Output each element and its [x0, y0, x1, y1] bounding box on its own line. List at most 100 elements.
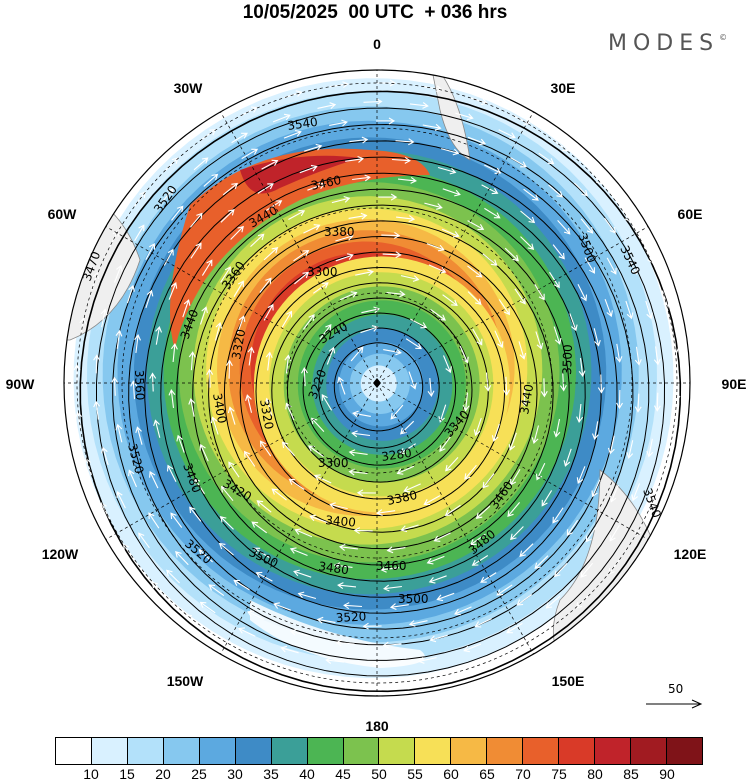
contour-label: 3440	[517, 383, 536, 416]
lon-label-60w: 60W	[48, 206, 78, 222]
wind-vector	[634, 393, 642, 413]
lat-lon-grid	[64, 70, 690, 696]
wind-vector	[510, 469, 521, 486]
wind-vector	[250, 233, 265, 248]
wind-vector	[188, 351, 196, 371]
colorbar-labels: 10 15 20 25 30 35 40 45 50 55 60 65 70 75 80 85 90	[55, 766, 703, 782]
contour-label: 3540	[286, 115, 318, 133]
wind-vector	[577, 283, 588, 302]
wind-vector	[194, 477, 205, 495]
wind-vector	[498, 129, 516, 139]
contour-label: 3300	[307, 265, 338, 279]
wind-vector	[220, 485, 234, 502]
wind-vector	[238, 627, 256, 637]
contour-label: 3480	[318, 559, 350, 577]
wind-vector	[540, 378, 548, 398]
wind-vector	[464, 464, 477, 480]
wind-vector	[553, 418, 561, 438]
wind-vector	[444, 504, 461, 517]
colorbar-swatch	[631, 738, 667, 764]
wind-vector	[220, 209, 235, 223]
wind-vectors	[73, 79, 681, 687]
wind-vector	[335, 233, 354, 242]
wind-vector	[607, 435, 615, 455]
wind-vector	[176, 434, 185, 453]
wind-vector	[335, 639, 355, 647]
wind-vector	[100, 308, 108, 328]
wind-vector	[245, 394, 253, 413]
wind-vector	[273, 602, 292, 611]
wind-vector	[149, 372, 157, 392]
wind-vector	[128, 469, 138, 488]
wind-vector	[272, 113, 291, 123]
wind-vector	[383, 348, 402, 356]
modes-logo: MODES©	[608, 31, 727, 56]
lon-label-0: 0	[373, 36, 381, 52]
wind-vector	[615, 343, 623, 363]
colorbar-tick-label: 75	[551, 766, 567, 782]
colorbar-tick-label: 35	[263, 766, 279, 782]
wind-vector	[616, 389, 623, 410]
wind-vector	[153, 419, 161, 438]
reference-vector-label: 50	[668, 682, 684, 696]
wind-vector	[155, 325, 163, 345]
wind-vector	[503, 376, 510, 396]
wind-vector	[484, 207, 501, 219]
wind-vector	[230, 225, 244, 240]
wind-vector	[307, 182, 326, 191]
wind-vector	[111, 376, 119, 396]
map-boundary	[63, 69, 691, 697]
wind-vector	[237, 315, 246, 334]
lon-label-30e: 30E	[551, 80, 576, 96]
colorbar-tick-label: 50	[371, 766, 387, 782]
wind-vector	[391, 156, 411, 164]
wind-vector	[508, 432, 517, 451]
wind-vector	[313, 474, 332, 484]
wind-vector	[168, 389, 176, 408]
colorbar-tick-label: 70	[515, 766, 531, 782]
wind-vector	[625, 300, 634, 320]
wind-vector	[371, 660, 391, 668]
wind-vector	[352, 410, 371, 418]
wind-vector	[386, 546, 406, 554]
wind-vector	[671, 336, 679, 355]
wind-vector	[331, 195, 351, 204]
wind-vector	[512, 115, 531, 125]
wind-vector	[251, 521, 268, 534]
wind-vector	[294, 528, 313, 538]
wind-vector	[135, 426, 143, 445]
meridian-line	[376, 111, 534, 384]
wind-vector	[218, 542, 234, 556]
contour-label: 3400	[210, 392, 229, 425]
wind-vector	[631, 483, 641, 502]
wind-vector	[580, 218, 594, 234]
wind-vector	[400, 275, 420, 282]
wind-vector	[519, 543, 534, 557]
wind-vector	[193, 157, 209, 171]
wind-vector	[428, 264, 447, 274]
wind-vector	[548, 184, 564, 198]
wind-vector	[584, 257, 595, 274]
wind-vector	[510, 526, 524, 541]
wind-vector	[445, 457, 459, 472]
wind-vector	[441, 228, 460, 238]
wind-vector	[467, 265, 483, 278]
wind-vector	[257, 183, 274, 194]
wind-vector	[253, 547, 270, 559]
wind-vector	[534, 555, 549, 570]
wind-vector	[312, 282, 329, 294]
contour-label: 3460	[310, 173, 343, 193]
wind-vector	[126, 284, 135, 304]
wind-vector	[597, 374, 605, 394]
wind-vector	[626, 440, 634, 459]
lon-label-120e: 120E	[674, 546, 707, 562]
wind-vector	[467, 291, 482, 306]
contour-label: 3300	[318, 456, 349, 470]
meridian-line	[376, 382, 534, 655]
colorbar-swatch	[307, 738, 344, 764]
wind-vector	[208, 584, 225, 597]
wind-vector	[482, 253, 498, 266]
wind-vector	[319, 324, 332, 340]
wind-vector	[206, 368, 214, 388]
wind-vector	[552, 244, 565, 260]
